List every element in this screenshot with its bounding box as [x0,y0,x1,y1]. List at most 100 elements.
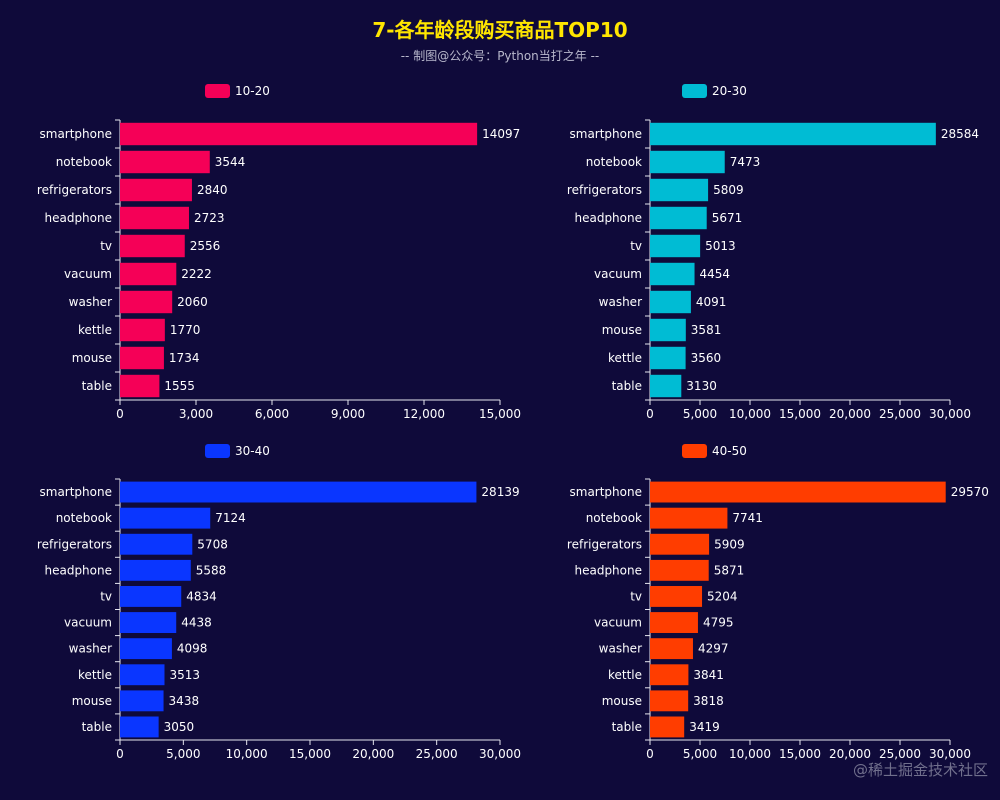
value-label-table: 1555 [164,379,195,393]
legend-label-10-20: 10-20 [235,84,270,98]
bar-washer [120,290,173,314]
value-label-smartphone: 14097 [482,127,520,141]
category-label-notebook: notebook [586,155,642,169]
value-label-refrigerators: 2840 [197,183,228,197]
category-label-smartphone: smartphone [570,485,643,499]
value-label-kettle: 1770 [170,323,201,337]
bar-kettle [120,664,165,686]
bar-vacuum [120,612,177,633]
x-tick-label: 9,000 [331,407,365,421]
x-tick-label: 15,000 [289,747,331,761]
value-label-mouse: 3818 [693,694,724,708]
legend-swatch-40-50 [682,444,707,458]
category-label-tv: tv [630,589,642,603]
bar-kettle [650,664,689,686]
bar-washer [120,638,172,660]
value-label-mouse: 3438 [169,694,200,708]
value-label-headphone: 2723 [194,211,225,225]
category-label-refrigerators: refrigerators [37,183,112,197]
value-label-smartphone: 28139 [481,485,519,499]
bar-mouse [650,318,686,342]
value-label-refrigerators: 5809 [713,183,744,197]
category-label-vacuum: vacuum [594,267,642,281]
bar-refrigerators [650,178,709,202]
bar-refrigerators [120,533,193,555]
value-label-table: 3050 [164,720,195,734]
value-label-smartphone: 29570 [951,485,989,499]
bar-mouse [650,690,689,712]
x-tick-label: 5,000 [683,407,717,421]
value-label-table: 3419 [689,720,720,734]
category-label-table: table [82,720,112,734]
value-label-notebook: 3544 [215,155,246,169]
bar-washer [650,290,691,314]
x-tick-label: 0 [646,407,654,421]
x-tick-label: 20,000 [829,407,871,421]
value-label-tv: 2556 [190,239,221,253]
bar-kettle [650,346,686,370]
category-label-refrigerators: refrigerators [37,537,112,551]
value-label-mouse: 3581 [691,323,722,337]
value-label-mouse: 1734 [169,351,200,365]
bar-mouse [120,690,164,712]
x-tick-label: 0 [116,407,124,421]
x-tick-label: 12,000 [403,407,445,421]
category-label-table: table [612,720,642,734]
x-tick-label: 10,000 [226,747,268,761]
legend-swatch-10-20 [205,84,230,98]
legend-swatch-30-40 [205,444,230,458]
watermark: @稀土掘金技术社区 [852,761,988,779]
category-label-table: table [612,379,642,393]
value-label-tv: 5204 [707,589,738,603]
category-label-headphone: headphone [44,211,112,225]
category-label-washer: washer [69,295,112,309]
category-label-mouse: mouse [602,323,642,337]
category-label-mouse: mouse [72,351,112,365]
bar-kettle [120,318,165,342]
x-tick-label: 15,000 [779,407,821,421]
category-label-smartphone: smartphone [40,127,113,141]
bar-notebook [120,507,211,529]
x-tick-label: 3,000 [179,407,213,421]
value-label-vacuum: 4454 [700,267,731,281]
bar-smartphone [650,122,936,146]
category-label-kettle: kettle [78,668,112,682]
category-label-table: table [82,379,112,393]
value-label-vacuum: 4795 [703,616,734,630]
value-label-headphone: 5671 [712,211,743,225]
bar-vacuum [650,612,698,633]
value-label-washer: 2060 [177,295,208,309]
category-label-kettle: kettle [608,351,642,365]
x-tick-label: 20,000 [352,747,394,761]
value-label-headphone: 5871 [714,563,745,577]
bar-vacuum [120,262,177,286]
category-label-headphone: headphone [574,211,642,225]
x-tick-label: 25,000 [879,747,921,761]
chart-title: 7-各年龄段购买商品TOP10 [372,18,628,42]
chart-subtitle: -- 制图@公众号：Python当打之年 -- [400,49,600,63]
value-label-tv: 5013 [705,239,736,253]
legend-label-30-40: 30-40 [235,444,270,458]
x-tick-label: 20,000 [829,747,871,761]
bar-headphone [120,559,191,581]
x-tick-label: 30,000 [929,407,971,421]
x-tick-label: 10,000 [729,407,771,421]
bar-tv [120,234,185,258]
bar-mouse [120,346,164,370]
bar-tv [120,586,182,607]
bar-refrigerators [650,533,710,555]
category-label-headphone: headphone [44,563,112,577]
bar-table [650,374,682,398]
bar-headphone [120,206,189,230]
bar-table [650,716,685,738]
category-label-tv: tv [100,589,112,603]
value-label-kettle: 3841 [693,668,724,682]
x-tick-label: 15,000 [479,407,521,421]
category-label-washer: washer [69,642,112,656]
value-label-washer: 4091 [696,295,727,309]
bar-tv [650,234,701,258]
bar-headphone [650,559,709,581]
bar-notebook [650,507,728,529]
category-label-washer: washer [599,295,642,309]
